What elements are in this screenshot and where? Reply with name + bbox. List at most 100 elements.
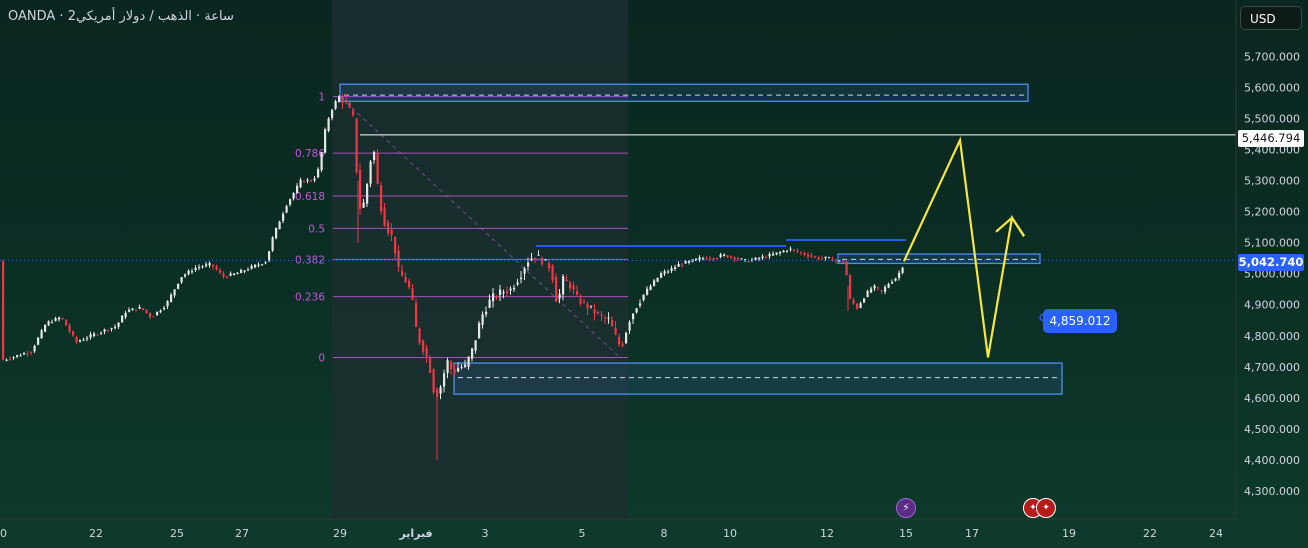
candle-body [558,293,561,299]
y-tick-label: 4,500.000 [1244,423,1300,436]
candle-body [5,359,8,361]
candle-body [145,309,148,313]
candle-body [733,257,736,260]
resistance-zone [339,83,1029,102]
lightning-icon[interactable]: ⚡ [896,498,916,518]
candle-body [275,227,278,239]
candle-body [65,319,68,326]
candle-body [772,253,775,256]
candle-body [803,253,806,255]
candle-body [51,322,54,324]
candle-body [516,282,519,285]
x-tick-label: 17 [965,527,979,540]
candle-body [810,255,813,257]
candle-body [177,283,180,289]
candle-body [261,264,264,266]
currency-button[interactable]: USD [1240,6,1302,30]
candle-body [324,129,327,153]
candle-body [527,262,530,267]
y-tick-label: 5,200.000 [1244,206,1300,219]
candle-body [212,264,215,267]
candle-body [579,298,582,304]
fib-level-label: 0.786 [295,148,325,160]
candle-body [898,272,901,278]
candle-body [842,261,845,263]
candle-body [537,254,540,256]
x-tick-label: 19 [1062,527,1076,540]
candle-body [355,118,358,173]
candle-body [737,257,740,260]
candle-body [607,317,610,319]
candle-body [359,170,362,209]
projection-path [903,136,1025,358]
candle-body [306,179,309,181]
candle-body [502,292,505,294]
fib-level-label: 0.382 [295,254,325,266]
candle-body [593,309,596,314]
us-flag-icon[interactable]: ✦ [1036,498,1056,518]
candle-body [201,266,204,268]
current-zone [837,253,1041,265]
candle-body [219,270,222,273]
candle-body [418,328,421,344]
y-tick-label: 5,100.000 [1244,237,1300,250]
level-price-tag: 5,446.794 [1238,130,1304,147]
candle-body [695,258,698,261]
candle-body [194,267,197,270]
candle-body [425,348,428,357]
candle-body [499,289,502,296]
y-tick-label: 5,300.000 [1244,175,1300,188]
candle-body [54,318,57,321]
fib-level-label: 0 [318,352,325,364]
candle-body [285,206,288,213]
candle-body [478,323,481,339]
candle-body [443,373,446,387]
candle-body [786,250,789,252]
target-price-label[interactable]: 4,859.012 [1043,309,1117,333]
candle-body [271,237,274,251]
y-tick-label: 4,400.000 [1244,454,1300,467]
candle-body [439,387,442,394]
candle-body [205,264,208,267]
candle-body [485,311,488,315]
candle-body [632,313,635,320]
candle-body [107,330,110,332]
candle-body [303,181,306,183]
support-zone [453,362,1063,395]
candle-body [68,325,71,332]
candle-body [660,273,663,278]
candle-body [75,336,78,342]
candle-body [884,287,887,292]
candle-body [222,273,225,277]
candle-body [740,258,743,260]
candle-body [474,340,477,351]
candle-body [796,250,799,253]
candle-body [845,261,848,276]
candle-body [548,263,551,269]
candle-body [387,221,390,234]
candle-body [464,364,467,367]
candle-body [649,285,652,290]
candle-body [313,178,316,181]
candle-body [30,352,33,354]
candle-body [26,353,29,355]
candle-body [58,317,61,320]
candle-body [149,312,152,318]
candle-body [16,355,19,357]
candle-body [814,256,817,258]
candle-body [79,340,82,342]
candle-body [170,294,173,302]
candle-body [166,301,169,307]
candle-body [296,185,299,193]
candle-body [866,290,869,297]
candle-body [670,268,673,271]
candle-body [880,289,883,292]
candle-body [583,301,586,303]
candle-body [191,271,194,273]
candle-body [852,299,855,304]
candle-body [870,288,873,293]
candle-body [800,252,803,254]
candle-body [782,250,785,253]
candle-body [705,258,708,260]
